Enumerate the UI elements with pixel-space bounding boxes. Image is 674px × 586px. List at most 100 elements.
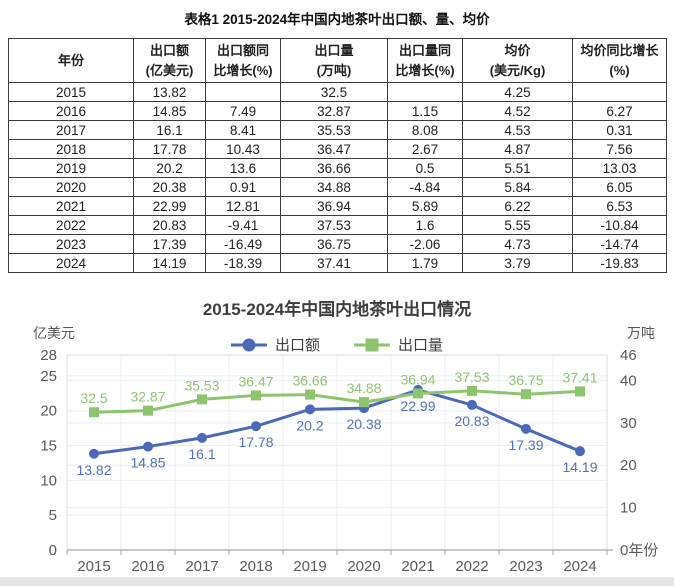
- table-cell: 37.41: [280, 253, 388, 273]
- tea-export-table: 年份 出口额 (亿美元) 出口额同 比增长(%) 出口量 (万吨) 出口量同 比增长(%…: [8, 38, 667, 273]
- table-row: 2016 14.85 7.49 32.87 1.15 4.52 6.27: [8, 101, 667, 121]
- table-cell: 2023: [8, 234, 134, 254]
- table-cell: [387, 82, 463, 102]
- table-cell: 12.81: [205, 196, 281, 216]
- data-label: 37.41: [562, 369, 597, 385]
- x-axis-tick-label: 2018: [239, 558, 272, 575]
- table-header-row: 年份 出口额 (亿美元) 出口额同 比增长(%) 出口量 (万吨) 出口量同 比增长(%…: [8, 38, 667, 83]
- table-cell: 17.78: [133, 139, 206, 159]
- data-label: 20.38: [346, 416, 381, 432]
- table-cell: -4.84: [387, 177, 463, 197]
- table-cell: 1.6: [387, 215, 463, 235]
- table-cell: -18.39: [205, 253, 281, 273]
- table-cell: 5.55: [462, 215, 573, 235]
- table-cell: 2020: [8, 177, 134, 197]
- data-label: 32.87: [130, 389, 165, 405]
- table-cell: 0.5: [387, 158, 463, 178]
- table-cell: [205, 82, 281, 102]
- data-point: [521, 389, 531, 400]
- data-point: [143, 405, 153, 416]
- table-cell: 4.87: [462, 139, 573, 159]
- column-header: 出口额同 比增长(%): [205, 38, 281, 83]
- data-point: [251, 421, 261, 432]
- data-point: [359, 397, 369, 408]
- data-label: 17.39: [508, 437, 543, 453]
- right-axis-unit-label: 万吨: [627, 325, 655, 341]
- data-label: 17.78: [238, 434, 273, 450]
- table-cell: 4.73: [462, 234, 573, 254]
- data-label: 36.66: [292, 373, 327, 389]
- chart-plot: 0 5 10 15 20 25 28 0年份 10 20 30 40 46 2015 2016 2017 201…: [40, 348, 658, 575]
- data-label: 36.47: [238, 373, 273, 389]
- column-header: 均价同比增长 (%): [572, 38, 667, 83]
- series-line-0: [93, 388, 581, 456]
- table-cell: 5.89: [387, 196, 463, 216]
- table-title: 表格1 2015-2024年中国内地茶叶出口额、量、均价: [184, 12, 490, 27]
- table-cell: 10.43: [205, 139, 281, 159]
- table-cell: [572, 82, 667, 102]
- table-cell: -9.41: [205, 215, 281, 235]
- table-cell: 2022: [8, 215, 134, 235]
- data-label: 36.75: [508, 372, 543, 388]
- x-axis-tick-label: 2022: [455, 558, 488, 575]
- legend-item-series-0: 出口额: [230, 334, 320, 355]
- x-axis-tick-label: 2024: [563, 558, 596, 575]
- data-label: 35.53: [184, 377, 219, 393]
- table-cell: 36.94: [280, 196, 388, 216]
- left-axis-tick-label: 20: [40, 403, 57, 420]
- table-cell: 20.2: [133, 158, 206, 178]
- data-label: 14.85: [130, 455, 165, 471]
- x-axis-tick-label: 2021: [401, 558, 434, 575]
- table-cell: 8.41: [205, 120, 281, 140]
- column-header: 年份: [8, 38, 134, 83]
- data-point: [89, 448, 99, 459]
- table-cell: 20.38: [133, 177, 206, 197]
- data-point: [413, 388, 423, 399]
- table-row: 2015 13.82 32.5 4.25: [8, 82, 667, 102]
- data-label: 34.88: [346, 380, 381, 396]
- table-cell: -14.74: [572, 234, 667, 254]
- table-cell: 0.91: [205, 177, 281, 197]
- right-axis-tick-label-with-x-title: 0年份: [620, 542, 658, 559]
- x-axis-tick-label: 2023: [509, 558, 542, 575]
- table-cell: 6.27: [572, 101, 667, 121]
- table-cell: 13.03: [572, 158, 667, 178]
- table-cell: 13.82: [133, 82, 206, 102]
- table-row: 2018 17.78 10.43 36.47 2.67 4.87 7.56: [8, 139, 667, 159]
- table-cell: 2017: [8, 120, 134, 140]
- circle-marker-icon: [230, 338, 267, 351]
- table-row: 2022 20.83 -9.41 37.53 1.6 5.55 -10.84: [8, 215, 667, 235]
- table-cell: 4.52: [462, 101, 573, 121]
- table-cell: 4.25: [462, 82, 573, 102]
- left-axis-tick-label: 25: [40, 368, 57, 385]
- right-axis-tick-label: 20: [620, 457, 637, 474]
- data-label: 32.5: [80, 390, 107, 406]
- table-cell: 4.53: [462, 120, 573, 140]
- right-axis-tick-label: 40: [620, 372, 637, 389]
- legend-label: 出口额: [274, 337, 320, 354]
- left-axis-tick-label: 0: [49, 542, 57, 559]
- table-cell: -16.49: [205, 234, 281, 254]
- table-cell: 2018: [8, 139, 134, 159]
- table-cell: 13.6: [205, 158, 281, 178]
- table-cell: 6.22: [462, 196, 573, 216]
- x-axis-tick-label: 2016: [131, 558, 164, 575]
- table-cell: 14.85: [133, 101, 206, 121]
- chart-section: 2015-2024年中国内地茶叶出口情况 亿美元 万吨 出口额 出口量 0 5 10 1…: [0, 290, 674, 578]
- column-header: 均价 (美元/Kg): [462, 38, 573, 83]
- right-axis-tick-label: 30: [620, 415, 637, 432]
- table-row: 2023 17.39 -16.49 36.75 -2.06 4.73 -14.74: [8, 234, 667, 254]
- right-axis-tick-label: 10: [620, 500, 637, 517]
- table-body: 2015 13.82 32.5 4.25 2016 14.85 7.49 32.87 1.15 4…: [8, 82, 667, 273]
- data-point: [521, 423, 531, 434]
- x-axis-tick-label: 2019: [293, 558, 326, 575]
- table-cell: 32.5: [280, 82, 388, 102]
- data-point: [467, 399, 477, 410]
- data-point: [575, 386, 585, 397]
- table-cell: -19.83: [572, 253, 667, 273]
- data-label: 16.1: [188, 446, 215, 462]
- data-point: [305, 404, 315, 415]
- table-cell: 2015: [8, 82, 134, 102]
- table-cell: 1.15: [387, 101, 463, 121]
